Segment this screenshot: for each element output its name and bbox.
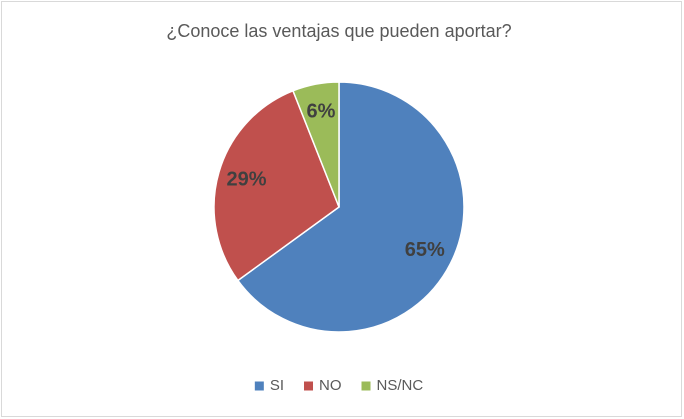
data-label: 6% <box>307 101 336 123</box>
legend-swatch <box>304 381 314 391</box>
legend: SI NO NS/NC <box>254 377 424 394</box>
legend-label: SI <box>270 377 284 394</box>
legend-swatch <box>254 381 264 391</box>
pie-slice <box>292 81 340 208</box>
pie-slice <box>236 81 465 333</box>
legend-swatch <box>361 381 371 391</box>
pie-slice <box>213 89 340 282</box>
data-label: 29% <box>227 168 267 190</box>
data-label: 65% <box>405 239 445 261</box>
chart-title: ¿Conoce las ventajas que pueden aportar? <box>166 21 511 41</box>
legend-label: NS/NC <box>377 377 424 394</box>
legend-label: NO <box>319 377 342 394</box>
